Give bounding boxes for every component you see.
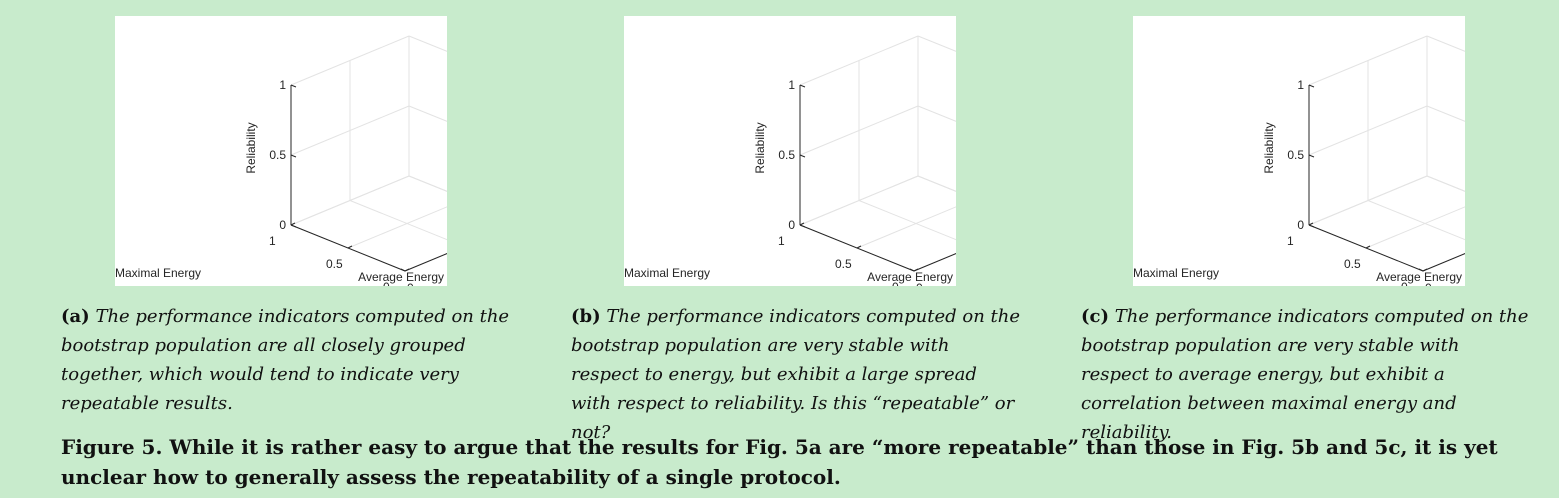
y-tick-label: 0 [1401, 280, 1408, 286]
gridline [1308, 105, 1428, 156]
gridline [408, 105, 447, 122]
gridline [799, 175, 919, 226]
figure-caption: Figure 5. While it is rather easy to arg… [61, 435, 1498, 489]
y-tick [856, 245, 862, 249]
subfigure-caption-b: (b) The performance indicators computed … [571, 302, 1021, 447]
y-axis-title: Maximal Energy [1133, 266, 1219, 280]
z-tick [290, 224, 297, 228]
x-axis-title: Average Energy [1376, 270, 1462, 284]
z-tick [1308, 224, 1315, 228]
z-tick-label: 0 [788, 218, 795, 232]
gridline [1308, 175, 1428, 226]
x-axis-title: Average Energy [358, 270, 444, 284]
y-axis-title: Maximal Energy [115, 266, 201, 280]
gridline [290, 105, 410, 156]
z-tick-label: 0.5 [1287, 148, 1304, 162]
y-axis-title: Maximal Energy [624, 266, 710, 280]
y-tick-label: 0.5 [1344, 257, 1361, 271]
gridline [1426, 35, 1465, 52]
x-tick [1418, 268, 1424, 272]
z-axis-title: Reliability [244, 122, 258, 173]
y-tick-label: 0.5 [835, 257, 852, 271]
z-tick-label: 1 [788, 78, 795, 92]
x-axis-line [913, 253, 956, 272]
y-tick [1422, 268, 1428, 272]
y-tick [1365, 245, 1371, 249]
subfigure-caption-text: The performance indicators computed on t… [61, 306, 510, 414]
subfigure-tag: (c) [1081, 306, 1109, 327]
x-axis-line [1422, 253, 1465, 272]
x-axis-line [404, 253, 447, 272]
gridline [349, 200, 447, 241]
y-tick-label: 0.5 [326, 257, 343, 271]
subfigure-caption-text: The performance indicators computed on t… [571, 306, 1020, 443]
z-tick-label: 1 [1297, 78, 1304, 92]
y-tick [913, 268, 919, 272]
y-tick [404, 268, 410, 272]
gridline [1422, 253, 1465, 272]
z-tick [799, 154, 806, 158]
gridline [1426, 105, 1465, 122]
gridline [408, 35, 447, 52]
y-tick-label: 1 [778, 234, 785, 248]
y-tick [799, 222, 805, 226]
subfigure-tag: (a) [61, 306, 90, 327]
z-tick [290, 154, 297, 158]
x-axis-title: Average Energy [867, 270, 953, 284]
y-tick [1308, 222, 1314, 226]
x-tick [909, 268, 915, 272]
gridline [404, 253, 447, 272]
gridline [799, 35, 919, 86]
x-tick-label: 0 [407, 281, 414, 286]
gridline [917, 105, 956, 122]
x-tick [400, 268, 406, 272]
gridline [1426, 175, 1465, 192]
y-tick [347, 245, 353, 249]
gridline [290, 175, 410, 226]
y-tick-label: 1 [269, 234, 276, 248]
gridline [799, 105, 919, 156]
gridline [917, 35, 956, 52]
gridline [856, 206, 956, 249]
gridline [913, 253, 956, 272]
x-tick-label: 0 [1425, 281, 1432, 286]
gridline [347, 206, 447, 249]
z-tick-label: 0 [1297, 218, 1304, 232]
gridline [1367, 200, 1465, 241]
z-axis-title: Reliability [1262, 122, 1276, 173]
z-axis-title: Reliability [753, 122, 767, 173]
subfigure-caption-text: The performance indicators computed on t… [1081, 306, 1529, 443]
z-tick-label: 1 [279, 78, 286, 92]
subfigure-caption-c: (c) The performance indicators computed … [1081, 302, 1531, 447]
z-tick-label: 0.5 [778, 148, 795, 162]
gridline [408, 175, 447, 192]
y-tick-label: 0 [383, 280, 390, 286]
gridline [1365, 206, 1465, 249]
subfigure-caption-a: (a) The performance indicators computed … [61, 302, 511, 418]
y-tick-label: 0 [892, 280, 899, 286]
y-tick-label: 1 [1287, 234, 1294, 248]
gridline [1308, 35, 1428, 86]
gridline [917, 175, 956, 192]
y-tick [290, 222, 296, 226]
z-tick-label: 0 [279, 218, 286, 232]
z-tick [799, 84, 806, 88]
gridline [858, 200, 956, 241]
z-tick [1308, 84, 1315, 88]
z-tick-label: 0.5 [269, 148, 286, 162]
gridline [290, 35, 410, 86]
z-tick [290, 84, 297, 88]
subfigure-tag: (b) [571, 306, 601, 327]
z-tick [799, 224, 806, 228]
x-tick-label: 0 [916, 281, 923, 286]
z-tick [1308, 154, 1315, 158]
